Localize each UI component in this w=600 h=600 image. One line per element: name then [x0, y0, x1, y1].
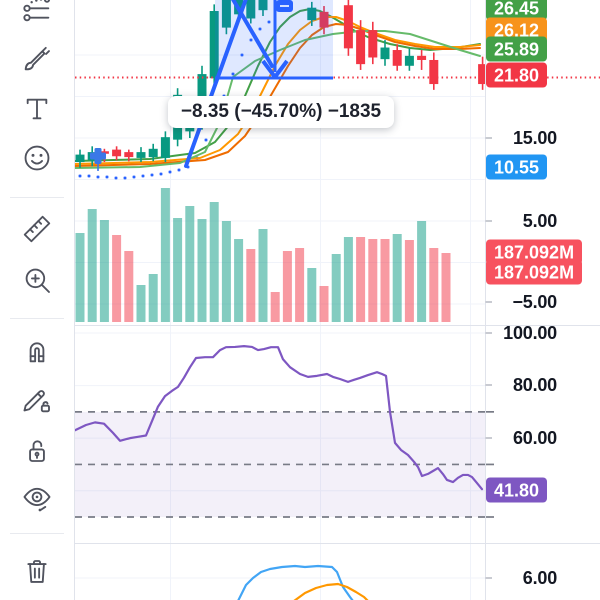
price-scale-badge: 10.55: [486, 154, 548, 180]
price-scale-badge: 21.80: [486, 62, 548, 88]
emoji-tool-button[interactable]: [21, 142, 53, 174]
price-scale-tick: 80.00: [512, 375, 557, 395]
text-tool-icon: [26, 98, 48, 120]
hide-drawings-button[interactable]: [21, 482, 53, 514]
price-scale-badge: 26.45: [486, 0, 548, 21]
brush-tool-button[interactable]: [21, 42, 53, 74]
price-scale-tick: 60.00: [512, 428, 557, 448]
emoji-icon: [24, 145, 50, 171]
pencil-lock-icon: [23, 390, 50, 413]
measure-tool-button[interactable]: [21, 213, 53, 245]
price-scale-badge: 41.80: [486, 477, 548, 503]
toolbar-divider: [10, 197, 64, 198]
trash-icon: [27, 560, 47, 583]
toolbar-divider: [10, 533, 64, 534]
brush-icon: [24, 46, 50, 71]
measure-tooltip-text: −8.35 (−45.70%) −1835: [180, 101, 382, 122]
magnet-mode-button[interactable]: [21, 334, 53, 366]
drawing-toolbar: [0, 0, 75, 600]
drawing-mode-lock-button[interactable]: [21, 383, 53, 415]
price-scale-tick: −5.00: [512, 292, 557, 312]
measure-tooltip: −8.35 (−45.70%) −1835: [168, 96, 394, 128]
price-scale-tick: 15.00: [512, 128, 557, 148]
text-tool-button[interactable]: [21, 93, 53, 125]
price-scale[interactable]: 26.45 26.12 25.89 21.80 15.00 10.55 5.00 187.09…: [485, 0, 600, 600]
toolbar-divider: [10, 318, 64, 319]
pattern-tool-icon: [23, 0, 51, 22]
lock-drawings-button[interactable]: [21, 435, 53, 467]
zoom-in-icon: [25, 268, 50, 293]
lock-open-icon: [29, 440, 45, 462]
price-scale-badge: 25.89: [486, 36, 548, 62]
price-scale-tick: 6.00: [522, 568, 557, 588]
price-scale-tick: 5.00: [522, 211, 557, 231]
ruler-icon: [23, 215, 51, 243]
price-scale-badge: 187.092M: [486, 259, 583, 285]
pattern-tool-button[interactable]: [21, 0, 53, 23]
remove-drawings-button[interactable]: [21, 555, 53, 587]
zoom-in-button[interactable]: [21, 264, 53, 296]
magnet-icon: [29, 342, 45, 363]
price-scale-tick: 100.00: [503, 323, 557, 343]
eye-icon: [23, 487, 51, 512]
